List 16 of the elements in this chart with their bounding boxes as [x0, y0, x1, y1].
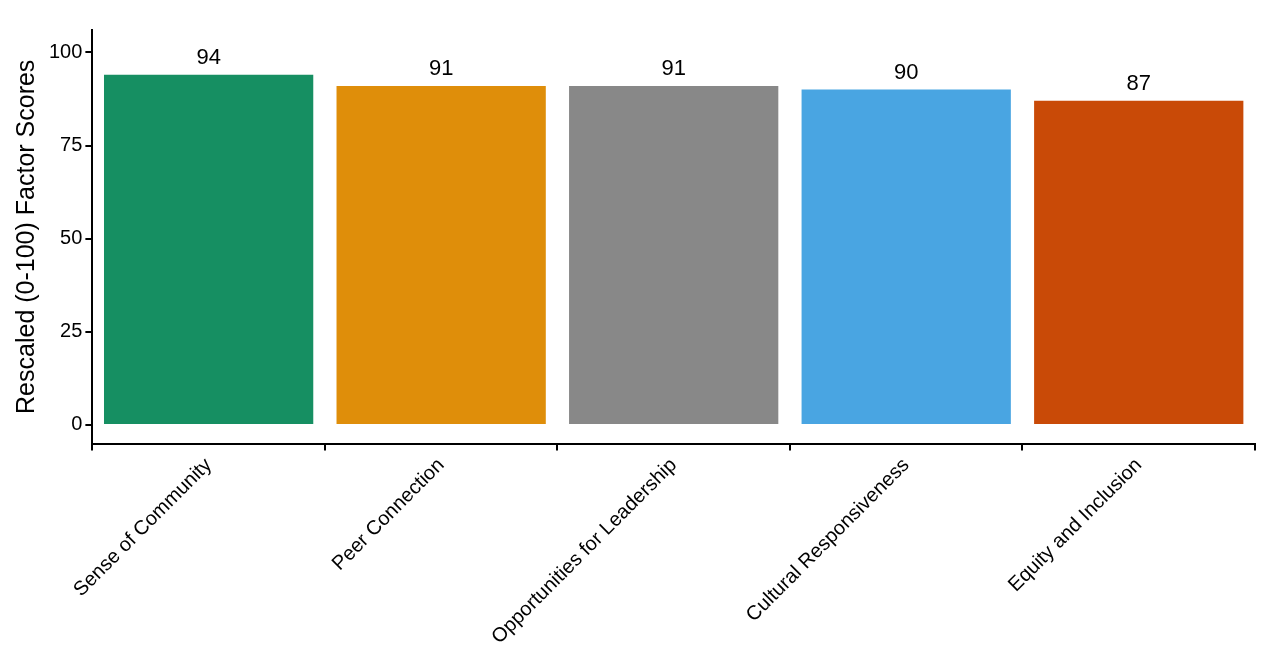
y-tick-label: 50 — [60, 226, 83, 249]
bar — [104, 74, 314, 424]
y-tick-label: 0 — [71, 412, 83, 435]
bar — [569, 85, 779, 424]
data-label: 91 — [428, 54, 454, 80]
y-tick-label: 75 — [60, 133, 83, 156]
data-label: 91 — [661, 54, 686, 80]
y-tick-label: 100 — [48, 39, 83, 62]
data-label: 90 — [893, 58, 919, 84]
bar — [336, 85, 546, 424]
y-axis-title: Rescaled (0-100) Factor Scores — [10, 59, 39, 414]
data-label: 87 — [1126, 69, 1151, 95]
bar — [801, 89, 1011, 424]
bar — [1034, 100, 1244, 424]
y-tick-label: 25 — [60, 319, 83, 342]
data-label: 94 — [196, 43, 221, 69]
